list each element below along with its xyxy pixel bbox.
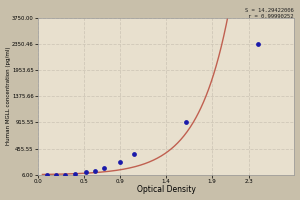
Text: S = 14.29422006
r = 0.99990252: S = 14.29422006 r = 0.99990252 (245, 8, 294, 19)
Point (45, 173, 50, 176)
Point (255, 42, 260, 45)
X-axis label: Optical Density: Optical Density (137, 185, 196, 194)
Point (63, 173, 68, 176)
Point (83, 171, 88, 174)
Point (184, 121, 189, 124)
Point (101, 167, 106, 170)
Point (118, 160, 123, 163)
Point (73, 172, 78, 175)
Point (132, 152, 136, 156)
Y-axis label: Human MGLL concentration (pg/ml): Human MGLL concentration (pg/ml) (6, 47, 10, 145)
Point (54, 173, 58, 176)
Point (92, 169, 97, 173)
